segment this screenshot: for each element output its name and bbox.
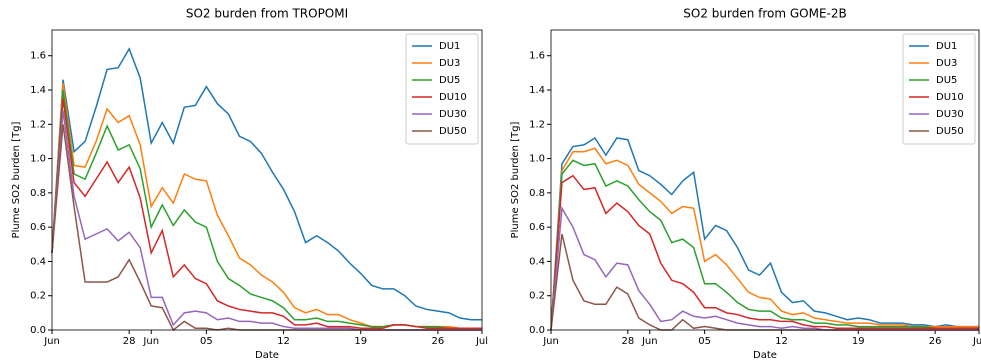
data-line — [51, 47, 482, 321]
y-tick-label: 0.6 — [30, 222, 46, 233]
data-line — [550, 147, 979, 331]
x-tick-label: Jun — [641, 336, 658, 347]
x-tick-label: 19 — [354, 336, 367, 347]
data-line — [550, 136, 979, 331]
data-line — [51, 98, 482, 330]
x-axis-label: Date — [255, 350, 279, 361]
x-tick-label: 26 — [929, 336, 942, 347]
y-tick-label: 0.2 — [529, 291, 545, 302]
legend-label: DU5 — [439, 75, 460, 86]
legend: DU1 DU3 DU5 DU10 DU30 DU50 — [902, 33, 976, 145]
x-tick-label: 12 — [277, 336, 290, 347]
x-tick-label: Jun — [43, 336, 60, 347]
x-tick-label: 28 — [621, 336, 634, 347]
y-tick-label: 0.4 — [529, 256, 545, 267]
x-axis-label: Date — [753, 350, 777, 361]
legend-label: DU1 — [936, 41, 957, 52]
y-tick-label: 0.0 — [529, 325, 545, 336]
y-axis-label: Plume SO2 burden [Tg] — [510, 121, 521, 238]
y-tick-label: 0.2 — [30, 291, 46, 302]
legend-label: DU3 — [439, 58, 460, 69]
data-line — [550, 174, 979, 331]
y-tick-label: 0.6 — [529, 222, 545, 233]
legend-box — [405, 33, 479, 145]
legend-label: DU10 — [936, 92, 964, 103]
legend-label: DU5 — [936, 75, 957, 86]
axes-frame — [51, 29, 483, 331]
legend-label: DU1 — [439, 41, 460, 52]
y-tick-label: 1.4 — [30, 85, 46, 96]
y-tick-label: 1.6 — [529, 51, 545, 62]
chart-title: SO2 burden from GOME-2B — [683, 7, 847, 21]
y-tick-label: 0.8 — [30, 188, 46, 199]
legend-label: DU30 — [439, 109, 467, 120]
legend-label: DU30 — [936, 109, 964, 120]
x-tick-label: Jun — [142, 336, 159, 347]
x-tick-label: Jul — [972, 336, 981, 347]
y-tick-label: 1.0 — [529, 154, 545, 165]
x-tick-label: Jul — [475, 336, 488, 347]
legend-label: DU50 — [439, 126, 467, 137]
y-axis-label: Plume SO2 burden [Tg] — [11, 121, 22, 238]
legend-label: DU3 — [936, 58, 957, 69]
axes-frame — [550, 29, 980, 331]
y-tick-label: 1.2 — [30, 119, 46, 130]
subplot: SO2 burden from GOME-2B Date Plume SO2 bur… — [510, 7, 981, 362]
data-line — [550, 233, 979, 331]
y-tick-label: 0.4 — [30, 256, 46, 267]
x-tick-label: 19 — [852, 336, 865, 347]
legend-label: DU50 — [936, 126, 964, 137]
x-tick-label: 05 — [698, 336, 711, 347]
data-line — [550, 159, 979, 331]
x-tick-label: 05 — [200, 336, 213, 347]
legend: DU1 DU3 DU5 DU10 DU30 DU50 — [405, 33, 479, 145]
chart-title: SO2 burden from TROPOMI — [186, 7, 348, 21]
y-tick-label: 1.6 — [30, 51, 46, 62]
y-tick-label: 1.0 — [30, 154, 46, 165]
subplot: SO2 burden from TROPOMI Date Plume SO2 bur… — [11, 7, 488, 362]
x-tick-label: Jun — [542, 336, 559, 347]
y-tick-label: 1.2 — [529, 119, 545, 130]
y-tick-label: 0.0 — [30, 325, 46, 336]
y-tick-label: 0.8 — [529, 188, 545, 199]
x-tick-label: 26 — [432, 336, 445, 347]
y-tick-label: 1.4 — [529, 85, 545, 96]
x-tick-label: 12 — [775, 336, 788, 347]
legend-label: DU10 — [439, 92, 467, 103]
legend-box — [902, 33, 976, 145]
x-tick-label: 28 — [123, 336, 136, 347]
